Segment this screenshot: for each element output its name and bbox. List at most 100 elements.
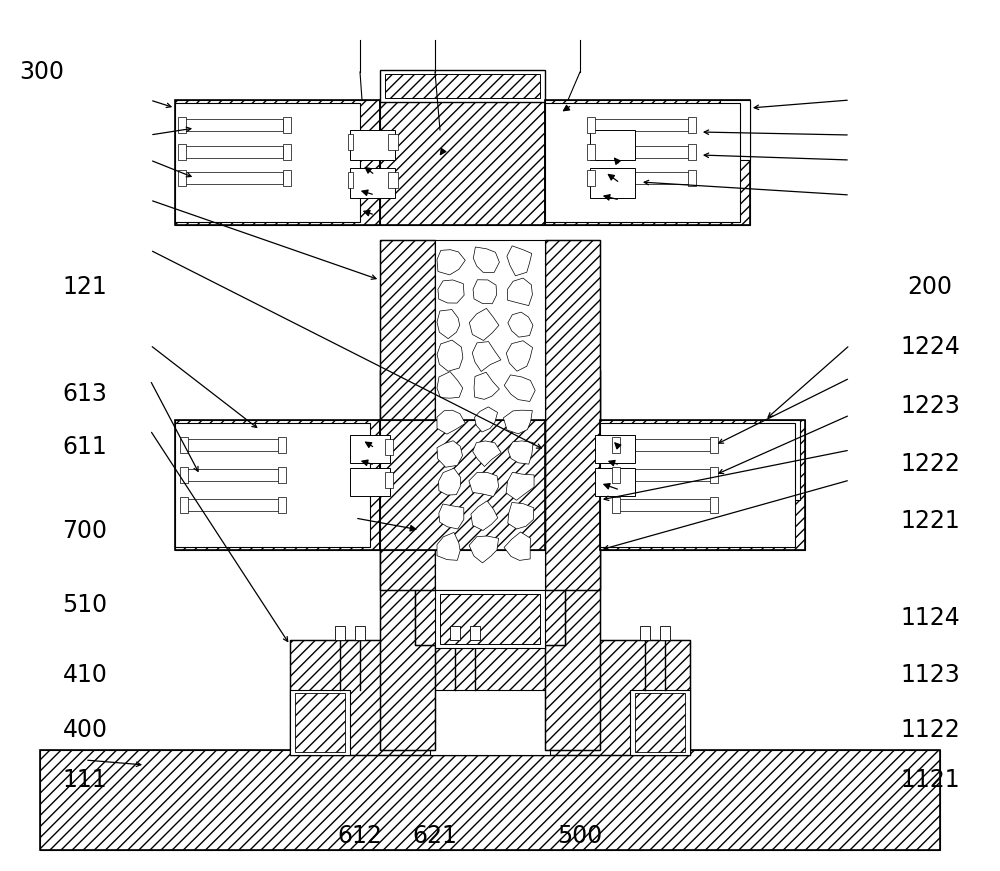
Bar bbox=[600, 420, 805, 550]
Bar bbox=[278, 467, 286, 483]
Bar bbox=[385, 74, 540, 98]
Bar bbox=[380, 100, 545, 225]
Bar bbox=[283, 117, 291, 133]
Text: 510: 510 bbox=[62, 593, 108, 618]
Text: 121: 121 bbox=[63, 275, 107, 300]
Polygon shape bbox=[437, 441, 463, 467]
Polygon shape bbox=[469, 308, 499, 341]
Polygon shape bbox=[508, 441, 533, 464]
Text: 1221: 1221 bbox=[900, 509, 960, 533]
Bar bbox=[180, 437, 188, 453]
Bar bbox=[595, 468, 635, 496]
Text: 1122: 1122 bbox=[900, 718, 960, 742]
Bar bbox=[710, 437, 718, 453]
Bar bbox=[688, 170, 696, 186]
Bar bbox=[600, 420, 805, 550]
Bar bbox=[278, 497, 286, 513]
Bar bbox=[420, 594, 560, 641]
Polygon shape bbox=[472, 341, 501, 371]
Polygon shape bbox=[507, 278, 532, 306]
Polygon shape bbox=[508, 312, 533, 337]
Text: 611: 611 bbox=[63, 435, 107, 459]
Bar bbox=[545, 240, 600, 590]
Polygon shape bbox=[504, 532, 530, 560]
Bar bbox=[180, 497, 188, 513]
Bar bbox=[348, 134, 353, 150]
Bar bbox=[380, 70, 545, 102]
Polygon shape bbox=[504, 375, 535, 402]
Bar bbox=[618, 469, 713, 481]
Bar bbox=[450, 626, 460, 640]
Bar bbox=[660, 626, 670, 640]
Bar bbox=[178, 117, 186, 133]
Bar bbox=[278, 437, 286, 453]
Polygon shape bbox=[437, 309, 460, 339]
Polygon shape bbox=[508, 503, 534, 529]
Polygon shape bbox=[437, 410, 465, 434]
Bar bbox=[545, 240, 600, 590]
Bar bbox=[178, 170, 186, 186]
Bar bbox=[335, 626, 345, 640]
Text: 1124: 1124 bbox=[900, 606, 960, 631]
Bar bbox=[350, 130, 395, 160]
Bar bbox=[545, 370, 600, 750]
Polygon shape bbox=[474, 372, 499, 399]
Bar bbox=[385, 472, 393, 488]
Polygon shape bbox=[503, 410, 532, 434]
Text: 1223: 1223 bbox=[900, 394, 960, 418]
Polygon shape bbox=[469, 536, 499, 563]
Bar bbox=[40, 750, 940, 850]
Bar bbox=[385, 439, 393, 455]
Polygon shape bbox=[439, 469, 461, 495]
Bar bbox=[612, 437, 620, 453]
Text: 410: 410 bbox=[63, 663, 107, 687]
Bar bbox=[380, 370, 435, 750]
Bar bbox=[175, 420, 380, 550]
Text: 612: 612 bbox=[338, 824, 382, 848]
Text: 200: 200 bbox=[908, 275, 952, 300]
Bar bbox=[587, 144, 595, 160]
Bar bbox=[185, 469, 280, 481]
Bar bbox=[595, 435, 635, 463]
Bar bbox=[435, 590, 545, 648]
Bar bbox=[183, 172, 283, 184]
Bar bbox=[415, 480, 565, 645]
Bar bbox=[380, 420, 545, 550]
Bar bbox=[175, 103, 360, 222]
Text: 621: 621 bbox=[413, 824, 457, 848]
Polygon shape bbox=[506, 341, 533, 371]
Bar bbox=[350, 168, 395, 198]
Bar bbox=[183, 119, 283, 131]
Bar bbox=[290, 690, 350, 755]
Bar bbox=[600, 423, 795, 547]
Bar bbox=[350, 468, 390, 496]
Bar bbox=[380, 100, 545, 225]
Bar bbox=[295, 693, 345, 752]
Text: 613: 613 bbox=[63, 381, 107, 406]
Bar bbox=[180, 467, 188, 483]
Bar bbox=[415, 480, 565, 645]
Bar bbox=[175, 100, 380, 225]
Bar bbox=[415, 590, 565, 645]
Polygon shape bbox=[473, 280, 497, 304]
Text: 400: 400 bbox=[62, 718, 108, 742]
Bar bbox=[688, 117, 696, 133]
Bar bbox=[618, 499, 713, 511]
Bar bbox=[40, 750, 940, 850]
Polygon shape bbox=[437, 372, 463, 398]
Polygon shape bbox=[439, 504, 464, 529]
Bar bbox=[720, 100, 750, 160]
Bar bbox=[380, 240, 435, 590]
Text: 300: 300 bbox=[20, 60, 64, 84]
Bar bbox=[183, 146, 283, 158]
Polygon shape bbox=[469, 472, 499, 496]
Bar bbox=[178, 144, 186, 160]
Bar bbox=[612, 497, 620, 513]
Polygon shape bbox=[506, 472, 534, 500]
Bar bbox=[435, 240, 545, 590]
Polygon shape bbox=[437, 532, 460, 560]
Bar bbox=[545, 100, 750, 225]
Bar bbox=[630, 690, 690, 755]
Bar bbox=[185, 439, 280, 451]
Bar bbox=[545, 103, 740, 222]
